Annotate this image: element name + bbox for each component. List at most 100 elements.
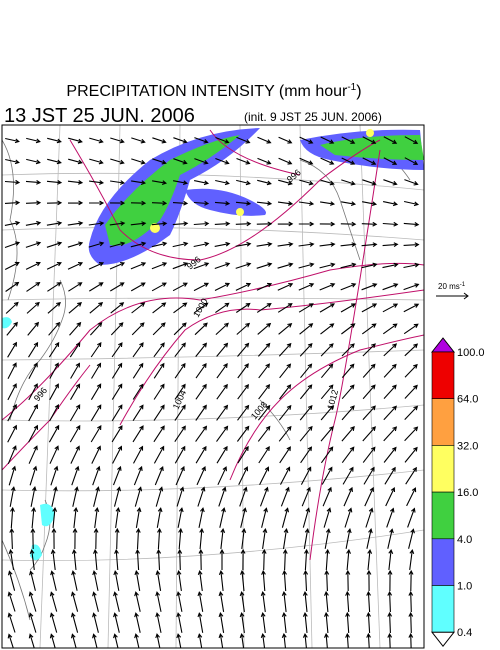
wind-arrow: [218, 611, 225, 633]
wind-arrow: [301, 486, 311, 507]
wind-arrow: [341, 343, 355, 357]
wind-arrow: [8, 465, 17, 486]
wind-arrow: [153, 425, 165, 443]
wind-arrow: [323, 632, 329, 648]
wind-arrow: [9, 527, 15, 550]
wind-arrow: [89, 158, 104, 165]
wind-arrow: [176, 612, 183, 633]
wind-arrow: [383, 157, 398, 165]
wind-vectors: [4, 136, 420, 648]
wind-arrow: [361, 242, 378, 248]
wind-arrow: [299, 323, 314, 335]
wind-arrow: [320, 136, 335, 144]
wind-arrow: [320, 343, 334, 357]
wind-arrow: [383, 446, 397, 463]
wind-arrow: [386, 507, 395, 528]
wind-arrow: [30, 527, 36, 550]
wind-arrow: [279, 363, 292, 379]
wind-arrow: [382, 221, 399, 227]
wind-arrow: [151, 262, 168, 270]
wind-arrow: [403, 200, 420, 207]
wind-arrow: [114, 527, 120, 550]
wind-arrow: [174, 383, 186, 400]
wind-arrow: [112, 465, 122, 486]
wind-arrow: [90, 342, 102, 358]
wind-arrow: [261, 569, 266, 592]
wind-arrow: [194, 322, 208, 336]
wind-arrow: [362, 343, 376, 357]
wind-arrow: [214, 282, 230, 291]
wind-arrow: [177, 548, 183, 571]
wind-arrow: [193, 262, 210, 270]
wind-arrow: [92, 570, 99, 591]
wind-arrow: [299, 136, 314, 144]
wind-arrow: [215, 302, 230, 314]
wind-arrow: [278, 136, 293, 144]
wind-arrow: [299, 384, 313, 400]
wind-arrow: [67, 261, 84, 270]
wind-arrow: [362, 446, 376, 463]
wind-arrow: [155, 486, 164, 507]
wind-arrow: [366, 569, 372, 592]
wind-arrow: [70, 591, 79, 612]
wind-arrow: [49, 591, 58, 612]
wind-arrow: [282, 527, 289, 549]
wind-arrow: [215, 322, 229, 336]
wind-arrow: [193, 241, 210, 248]
wind-arrow: [109, 200, 126, 206]
wind-arrow: [258, 363, 270, 379]
wind-arrow: [151, 241, 168, 248]
wind-arrow: [361, 283, 378, 291]
wind-arrow: [176, 486, 185, 507]
wind-arrow: [239, 486, 248, 507]
wind-arrow: [216, 362, 228, 379]
wind-arrow: [235, 221, 252, 227]
wind-arrow: [341, 384, 355, 400]
wind-arrow: [215, 157, 230, 165]
wind-arrow: [6, 321, 18, 336]
wind-arrow: [346, 548, 352, 571]
wind-arrow: [5, 301, 19, 314]
wind-arrow: [404, 384, 418, 399]
wind-arrow: [135, 506, 142, 528]
wind-arrow: [133, 445, 144, 464]
wind-arrow: [320, 201, 336, 206]
wind-arrow: [92, 591, 99, 612]
wind-arrow: [51, 527, 57, 550]
wind-arrow: [341, 363, 355, 378]
wind-arrow: [320, 323, 335, 335]
wind-arrow: [341, 201, 357, 207]
wind-arrow: [363, 466, 375, 485]
wind-arrow: [217, 466, 227, 486]
wind-arrow: [218, 486, 227, 507]
wind-arrow: [46, 180, 63, 185]
wind-arrow: [235, 200, 252, 206]
wind-arrow: [7, 633, 14, 648]
wind-arrow: [387, 528, 394, 549]
wind-arrow: [5, 281, 20, 292]
wind-arrow: [341, 323, 356, 335]
wind-arrow: [277, 303, 293, 313]
wind-arrow: [261, 548, 267, 571]
wind-arrow: [130, 221, 147, 226]
wind-arrow: [92, 612, 99, 633]
wind-arrow: [198, 548, 204, 571]
wind-arrow: [7, 612, 16, 633]
wind-arrow: [4, 241, 21, 249]
colorbar-under: [430, 631, 456, 648]
wind-arrow: [240, 507, 247, 528]
wind-arrow: [280, 486, 290, 507]
wind-arrow: [259, 466, 270, 485]
colorbar-label: 16.0: [457, 487, 478, 499]
wind-arrow: [302, 507, 311, 528]
wind-arrow: [194, 158, 209, 165]
wind-arrow: [113, 633, 119, 648]
wind-arrow: [193, 200, 210, 206]
wind-arrow: [50, 570, 57, 591]
wind-arrow: [383, 343, 398, 357]
wind-arrow: [28, 612, 37, 633]
wind-arrow: [71, 570, 78, 591]
wind-arrow: [366, 611, 371, 634]
wind-arrow: [302, 590, 308, 612]
